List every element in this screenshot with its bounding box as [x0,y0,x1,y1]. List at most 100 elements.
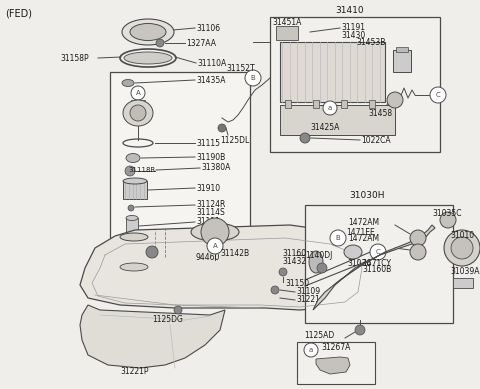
Text: 31109: 31109 [296,287,320,296]
Text: 31451A: 31451A [272,18,301,26]
Circle shape [201,218,229,246]
Circle shape [387,92,403,108]
Text: B: B [251,75,255,81]
Circle shape [430,87,446,103]
Ellipse shape [120,233,148,241]
Text: 31115: 31115 [196,138,220,147]
Text: 31458: 31458 [368,109,392,117]
Text: 31410: 31410 [336,5,364,14]
Ellipse shape [122,19,174,45]
Polygon shape [80,305,225,368]
Text: 94460: 94460 [196,254,220,263]
Circle shape [451,237,473,259]
Text: 31158P: 31158P [60,54,89,63]
Ellipse shape [124,52,172,64]
Text: A: A [136,90,140,96]
Text: 1140DJ: 1140DJ [305,251,332,259]
Text: 31114S: 31114S [196,207,225,217]
Ellipse shape [191,223,239,241]
Ellipse shape [123,178,147,184]
Text: A: A [213,243,217,249]
Bar [123,181,147,199]
Text: 31118R: 31118R [128,167,155,173]
Text: 31030H: 31030H [349,191,385,200]
Circle shape [125,166,135,176]
Text: 31150: 31150 [285,279,309,287]
Text: 1125DL: 1125DL [220,135,249,144]
Bar [110,72,250,257]
Text: C: C [436,92,440,98]
Bar [313,100,319,108]
Circle shape [330,230,346,246]
Bar [280,105,395,135]
Circle shape [271,286,279,294]
Text: 31106: 31106 [196,23,220,33]
Text: 31191: 31191 [341,23,365,32]
Text: 31142B: 31142B [220,249,249,258]
Text: 1471CY: 1471CY [362,259,391,268]
Text: 31432: 31432 [282,258,306,266]
Bar [393,50,411,72]
Text: 31010: 31010 [450,231,474,240]
Bar [270,17,440,152]
Text: 31425A: 31425A [310,123,339,131]
Text: B: B [336,235,340,241]
Polygon shape [313,225,435,310]
Bar [297,342,375,384]
Ellipse shape [120,263,148,271]
Text: 31110A: 31110A [197,58,226,68]
Circle shape [131,86,145,100]
Circle shape [218,124,226,132]
Text: 1472AM: 1472AM [348,233,379,242]
Text: 1022CA: 1022CA [361,135,391,144]
Circle shape [440,212,456,228]
Text: 1471EE: 1471EE [346,228,375,237]
Bar [126,218,138,234]
Text: a: a [328,105,332,111]
Text: 31221: 31221 [296,296,320,305]
Text: 31160B: 31160B [362,266,391,275]
Ellipse shape [122,79,134,86]
Bar [396,47,408,52]
Text: 1472AM: 1472AM [348,217,379,226]
Bar [453,278,473,288]
Circle shape [207,238,223,254]
Circle shape [156,39,164,47]
Bar [120,237,148,267]
Text: 31910: 31910 [196,184,220,193]
Text: 31124R: 31124R [196,200,226,209]
Bar [131,100,145,108]
Circle shape [317,263,327,273]
Text: 1125DG: 1125DG [152,315,183,324]
Text: 31267A: 31267A [321,342,350,352]
Bar [276,26,298,40]
Circle shape [370,244,386,260]
Text: 31435A: 31435A [196,75,226,84]
Text: 31152T: 31152T [226,63,254,72]
Circle shape [300,133,310,143]
Text: 31380A: 31380A [201,163,230,172]
Circle shape [128,205,134,211]
Text: 31160: 31160 [282,249,306,259]
Ellipse shape [126,154,140,163]
Circle shape [174,306,182,314]
Bar [341,100,347,108]
Text: 31036: 31036 [347,259,371,268]
Text: 1125AD: 1125AD [304,331,334,340]
Circle shape [279,268,287,276]
Circle shape [323,101,337,115]
Text: 31453B: 31453B [356,37,385,47]
Bar [285,100,291,108]
Polygon shape [80,225,375,310]
Circle shape [146,246,158,258]
Circle shape [444,230,480,266]
Text: 31035C: 31035C [432,209,461,217]
Text: 31430: 31430 [341,30,365,40]
Text: 31111: 31111 [196,217,220,226]
Text: 1327AA: 1327AA [186,39,216,47]
Text: a: a [309,347,313,353]
Circle shape [304,343,318,357]
Ellipse shape [123,100,153,126]
Ellipse shape [126,216,138,221]
Text: (FED): (FED) [5,8,32,18]
